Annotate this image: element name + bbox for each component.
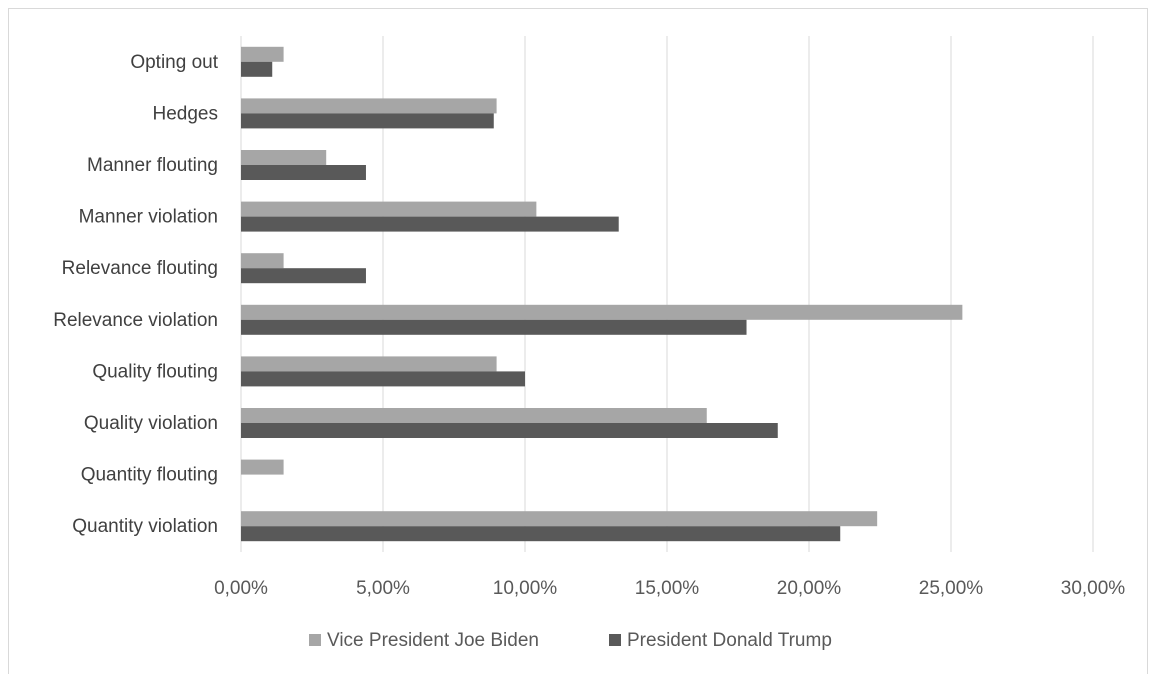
category-label: Hedges	[153, 103, 219, 124]
bar-biden	[241, 356, 497, 372]
bar-trump	[241, 61, 273, 77]
category-label: Relevance violation	[53, 310, 218, 331]
x-tick-label: 0,00%	[214, 578, 268, 599]
bar-trump	[241, 113, 494, 129]
chart-frame	[8, 8, 1148, 674]
bar-biden	[241, 511, 878, 527]
x-tick-label: 25,00%	[919, 578, 984, 599]
bar-trump	[241, 423, 778, 438]
bar-biden	[241, 304, 963, 320]
bars	[241, 46, 963, 542]
x-tick-labels: 0,00% 5,00% 10,00% 15,00% 20,00% 25,00% 30,00%	[214, 578, 1125, 599]
legend-swatch	[609, 634, 621, 646]
category-label: Relevance flouting	[62, 258, 218, 279]
x-tick-label: 10,00%	[493, 578, 558, 599]
bar-trump	[241, 268, 366, 284]
legend-swatch	[309, 634, 321, 646]
bar-trump	[241, 526, 841, 542]
category-label: Quality flouting	[92, 361, 218, 382]
category-label: Manner violation	[79, 207, 218, 228]
bar-biden	[241, 253, 284, 269]
category-label: Quality violation	[84, 413, 218, 434]
x-tick-label: 15,00%	[635, 578, 700, 599]
category-label: Quantity flouting	[81, 465, 218, 486]
legend-label: Vice President Joe Biden	[327, 630, 539, 651]
x-tick-label: 5,00%	[356, 578, 410, 599]
bar-biden	[241, 408, 707, 423]
x-tick-label: 20,00%	[777, 578, 842, 599]
bar-biden	[241, 459, 284, 475]
bar-biden	[241, 98, 497, 114]
category-labels: Quantity violation Quantity flouting Quali…	[53, 52, 218, 537]
category-label: Manner flouting	[87, 155, 218, 176]
bar-trump	[241, 216, 619, 232]
bar-biden	[241, 150, 327, 165]
bar-trump	[241, 165, 366, 180]
bar-trump	[241, 371, 525, 387]
category-label: Opting out	[130, 52, 218, 73]
category-label: Quantity violation	[72, 516, 218, 537]
bar-trump	[241, 319, 747, 335]
bar-biden	[241, 46, 284, 62]
legend-label: President Donald Trump	[627, 630, 832, 651]
bar-biden	[241, 201, 537, 217]
x-tick-label: 30,00%	[1061, 578, 1126, 599]
legend: Vice President Joe Biden President Donald…	[309, 630, 832, 651]
